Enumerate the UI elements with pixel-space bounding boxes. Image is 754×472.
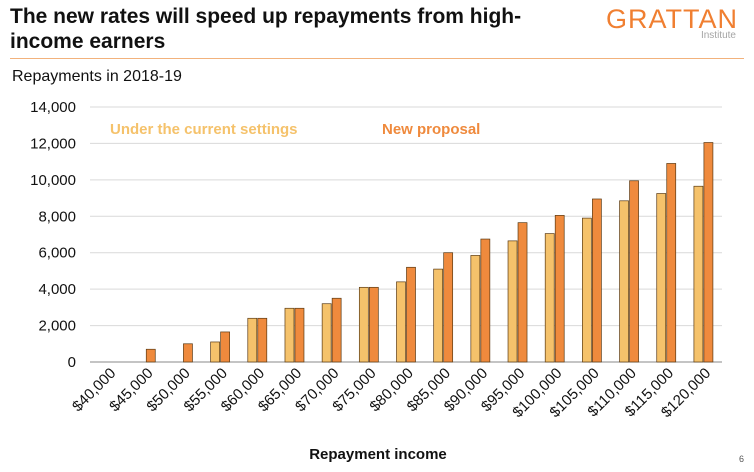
bar-current	[582, 217, 592, 363]
y-tick-label: 8,000	[38, 208, 76, 225]
grattan-logo: GRATTAN Institute	[578, 4, 738, 41]
y-axis-ticks: 0 2,000 4,000 6,000 8,000 10,000 12,000 14,000	[30, 99, 76, 371]
gridlines	[90, 106, 722, 363]
bars	[145, 142, 714, 363]
bar-current	[247, 317, 258, 363]
bar-current	[321, 303, 332, 363]
bar-current	[358, 286, 369, 363]
bar-proposal	[406, 266, 416, 363]
y-tick-label: 12,000	[30, 135, 76, 152]
bar-proposal	[592, 198, 602, 363]
bar-proposal	[703, 142, 714, 363]
bar-proposal	[294, 307, 305, 363]
bar-proposal	[145, 348, 156, 363]
y-tick-label: 2,000	[38, 318, 76, 335]
legend-current: Under the current settings	[110, 121, 298, 138]
logo-text: GRATTAN	[606, 4, 738, 34]
bar-proposal	[629, 180, 639, 363]
y-tick-label: 14,000	[30, 99, 76, 116]
bar-proposal	[331, 297, 342, 363]
y-tick-label: 0	[68, 354, 76, 371]
y-tick-label: 10,000	[30, 172, 76, 189]
page-title: The new rates will speed up repayments f…	[10, 5, 522, 53]
x-axis-label: Repayment income	[309, 446, 447, 463]
y-tick-label: 4,000	[38, 281, 76, 298]
bar-proposal	[368, 286, 379, 363]
header-divider	[10, 58, 744, 59]
bar-current	[619, 200, 629, 363]
x-axis-ticks: $40,000$45,000$50,000$55,000$60,000$65,0…	[69, 365, 714, 421]
bar-proposal	[554, 215, 565, 363]
bar-current	[693, 185, 704, 363]
bar-current	[284, 307, 295, 363]
logo-subtext: Institute	[700, 30, 736, 41]
bar-proposal	[480, 238, 491, 363]
bar-proposal	[666, 163, 677, 363]
bar-proposal	[517, 222, 528, 363]
page-number: 6	[738, 454, 744, 464]
bar-proposal	[220, 331, 230, 363]
bar-current	[507, 240, 518, 363]
chart-subtitle: Repayments in 2018-19	[12, 68, 182, 85]
legend-proposal: New proposal	[382, 121, 480, 138]
bar-proposal	[183, 343, 193, 363]
bar-proposal	[257, 317, 268, 363]
bar-current	[656, 193, 667, 363]
bar-proposal	[443, 252, 454, 363]
legend: Under the current settings New proposal	[110, 121, 480, 138]
bar-current	[433, 268, 444, 363]
bar-current	[210, 341, 220, 363]
bar-current	[544, 233, 555, 363]
bar-current	[396, 281, 406, 363]
bar-current	[470, 255, 481, 363]
y-tick-label: 6,000	[38, 245, 76, 262]
